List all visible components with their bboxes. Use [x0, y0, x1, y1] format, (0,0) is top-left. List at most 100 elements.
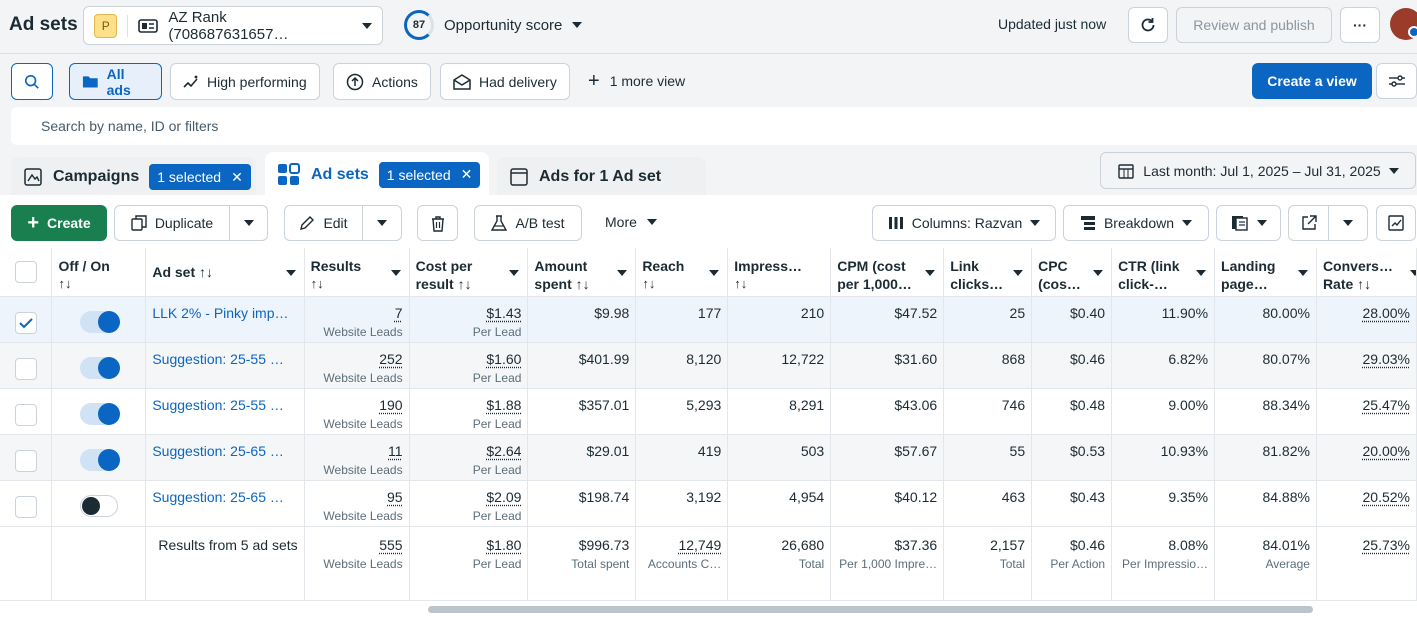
edit-dropdown[interactable] — [362, 205, 402, 241]
row-toggle-cell[interactable] — [51, 434, 147, 481]
row-select-cell[interactable] — [0, 388, 53, 435]
ad-set-name-link[interactable]: Suggestion: 25-65 … — [152, 442, 284, 459]
select-all-checkbox[interactable] — [14, 261, 37, 283]
column-ad-set[interactable]: Ad set ↑↓ — [145, 248, 305, 297]
row-toggle-cell[interactable] — [51, 480, 147, 527]
close-icon[interactable]: ✕ — [231, 168, 243, 185]
column-ctr[interactable]: CTR (link click-… — [1111, 248, 1216, 297]
more-views-button[interactable]: + 1 more view — [588, 70, 686, 92]
create-view-button[interactable]: Create a view — [1252, 63, 1372, 99]
tab-campaigns[interactable]: Campaigns 1 selected ✕ — [11, 157, 256, 197]
date-range-picker[interactable]: Last month: Jul 1, 2025 – Jul 31, 2025 — [1100, 152, 1416, 189]
ad-set-name-link[interactable]: Suggestion: 25-65 … — [152, 488, 284, 505]
row-toggle-cell[interactable] — [51, 388, 147, 435]
row-checkbox[interactable] — [14, 449, 37, 472]
campaigns-selected-badge[interactable]: 1 selected ✕ — [149, 164, 251, 190]
export-button[interactable] — [1288, 205, 1329, 241]
table-row[interactable]: Suggestion: 25-65 … 95 Website Leads $2.0… — [0, 480, 1417, 527]
chevron-down-icon[interactable] — [1196, 270, 1207, 276]
ad-set-name-cell[interactable]: Suggestion: 25-65 … — [145, 434, 305, 481]
opportunity-score[interactable]: 87 Opportunity score — [404, 10, 583, 40]
totals-cpm: $37.36 Per 1,000 Impre… — [830, 526, 945, 601]
view-had-delivery[interactable]: Had delivery — [440, 63, 570, 100]
row-select-cell[interactable] — [0, 434, 53, 481]
search-input[interactable]: Search by name, ID or filters — [11, 107, 1417, 145]
refresh-button[interactable] — [1128, 7, 1168, 43]
chevron-down-icon[interactable] — [1013, 270, 1024, 276]
ad-set-name-cell[interactable]: Suggestion: 25-65 … — [145, 480, 305, 527]
tab-ads[interactable]: Ads for 1 Ad set — [497, 157, 706, 197]
close-icon[interactable]: ✕ — [460, 166, 473, 182]
column-landing-page[interactable]: Landing page… — [1214, 248, 1317, 297]
view-settings-button[interactable] — [1376, 63, 1417, 99]
table-row[interactable]: Suggestion: 25-65 … 11 Website Leads $2.6… — [0, 434, 1417, 481]
table-row[interactable]: LLK 2% - Pinky imp… 7 Website Leads $1.43… — [0, 296, 1417, 343]
column-cost-per-result[interactable]: Cost per result ↑↓ — [409, 248, 529, 297]
delete-button[interactable] — [417, 205, 458, 241]
column-off-on[interactable]: Off / On ↑↓ — [51, 248, 147, 297]
search-toggle-button[interactable] — [11, 63, 53, 100]
column-impressions[interactable]: Impress… ↑↓ — [727, 248, 832, 297]
column-results[interactable]: Results ↑↓ — [304, 248, 410, 297]
adsets-selected-badge[interactable]: 1 selected ✕ — [378, 161, 481, 188]
column-conversion-rate[interactable]: Convers… Rate ↑↓ — [1316, 248, 1417, 297]
duplicate-dropdown[interactable] — [229, 205, 268, 241]
ad-set-name-cell[interactable]: LLK 2% - Pinky imp… — [145, 296, 305, 343]
table-row[interactable]: Suggestion: 25-55 … 190 Website Leads $1.… — [0, 388, 1417, 435]
duplicate-button[interactable]: Duplicate — [114, 205, 230, 241]
chevron-down-icon[interactable] — [925, 270, 936, 276]
delivery-toggle[interactable] — [79, 356, 120, 379]
chevron-down-icon[interactable] — [1410, 270, 1416, 276]
avatar[interactable] — [1390, 8, 1417, 40]
more-actions-button[interactable]: More — [605, 214, 657, 230]
chevron-down-icon[interactable] — [509, 270, 520, 276]
reports-button[interactable] — [1216, 205, 1281, 241]
ad-set-name-link[interactable]: LLK 2% - Pinky imp… — [152, 304, 289, 321]
ad-set-name-link[interactable]: Suggestion: 25-55 … — [152, 396, 284, 413]
chevron-down-icon[interactable] — [285, 270, 296, 276]
delivery-toggle[interactable] — [79, 448, 120, 471]
chevron-down-icon[interactable] — [709, 270, 720, 276]
view-all-ads[interactable]: All ads — [69, 63, 162, 100]
row-checkbox[interactable] — [14, 495, 37, 518]
create-button[interactable]: + Create — [11, 205, 107, 241]
row-toggle-cell[interactable] — [51, 342, 147, 389]
chevron-down-icon[interactable] — [390, 270, 401, 276]
select-all-header[interactable] — [0, 248, 53, 297]
chevron-down-icon[interactable] — [617, 270, 628, 276]
view-actions[interactable]: Actions — [333, 63, 431, 100]
horizontal-scrollbar[interactable] — [428, 606, 1313, 613]
table-row[interactable]: Suggestion: 25-55 … 252 Website Leads $1.… — [0, 342, 1417, 389]
row-select-cell[interactable] — [0, 296, 53, 343]
charts-button[interactable] — [1376, 205, 1416, 241]
view-high-performing[interactable]: High performing — [170, 63, 320, 100]
row-select-cell[interactable] — [0, 342, 53, 389]
row-toggle-cell[interactable] — [51, 296, 147, 343]
row-select-cell[interactable] — [0, 480, 53, 527]
ad-set-name-cell[interactable]: Suggestion: 25-55 … — [145, 342, 305, 389]
delivery-toggle[interactable] — [79, 494, 118, 517]
column-amount-spent[interactable]: Amount spent ↑↓ — [527, 248, 637, 297]
export-dropdown[interactable] — [1328, 205, 1368, 241]
review-publish-button[interactable]: Review and publish — [1176, 7, 1332, 43]
delivery-toggle[interactable] — [79, 310, 120, 333]
tab-ad-sets[interactable]: Ad sets 1 selected ✕ — [265, 152, 489, 197]
row-checkbox[interactable] — [14, 403, 37, 426]
row-checkbox[interactable] — [14, 311, 37, 334]
ad-set-name-cell[interactable]: Suggestion: 25-55 … — [145, 388, 305, 435]
more-options-button[interactable]: ··· — [1340, 7, 1380, 43]
delivery-toggle[interactable] — [79, 402, 120, 425]
columns-button[interactable]: Columns: Razvan — [872, 205, 1056, 241]
column-cpm[interactable]: CPM (cost per 1,000… — [830, 248, 945, 297]
chevron-down-icon[interactable] — [1297, 270, 1308, 276]
ab-test-button[interactable]: A/B test — [474, 205, 582, 241]
edit-button[interactable]: Edit — [284, 205, 363, 241]
column-reach[interactable]: Reach ↑↓ — [635, 248, 729, 297]
ad-set-name-link[interactable]: Suggestion: 25-55 … — [152, 350, 284, 367]
account-selector[interactable]: P AZ Rank (708687631657… — [83, 6, 383, 45]
chevron-down-icon[interactable] — [1093, 270, 1104, 276]
breakdown-button[interactable]: Breakdown — [1063, 205, 1209, 241]
row-checkbox[interactable] — [14, 357, 37, 380]
column-link-clicks[interactable]: Link clicks… — [943, 248, 1033, 297]
column-cpc[interactable]: CPC (cos… — [1031, 248, 1113, 297]
